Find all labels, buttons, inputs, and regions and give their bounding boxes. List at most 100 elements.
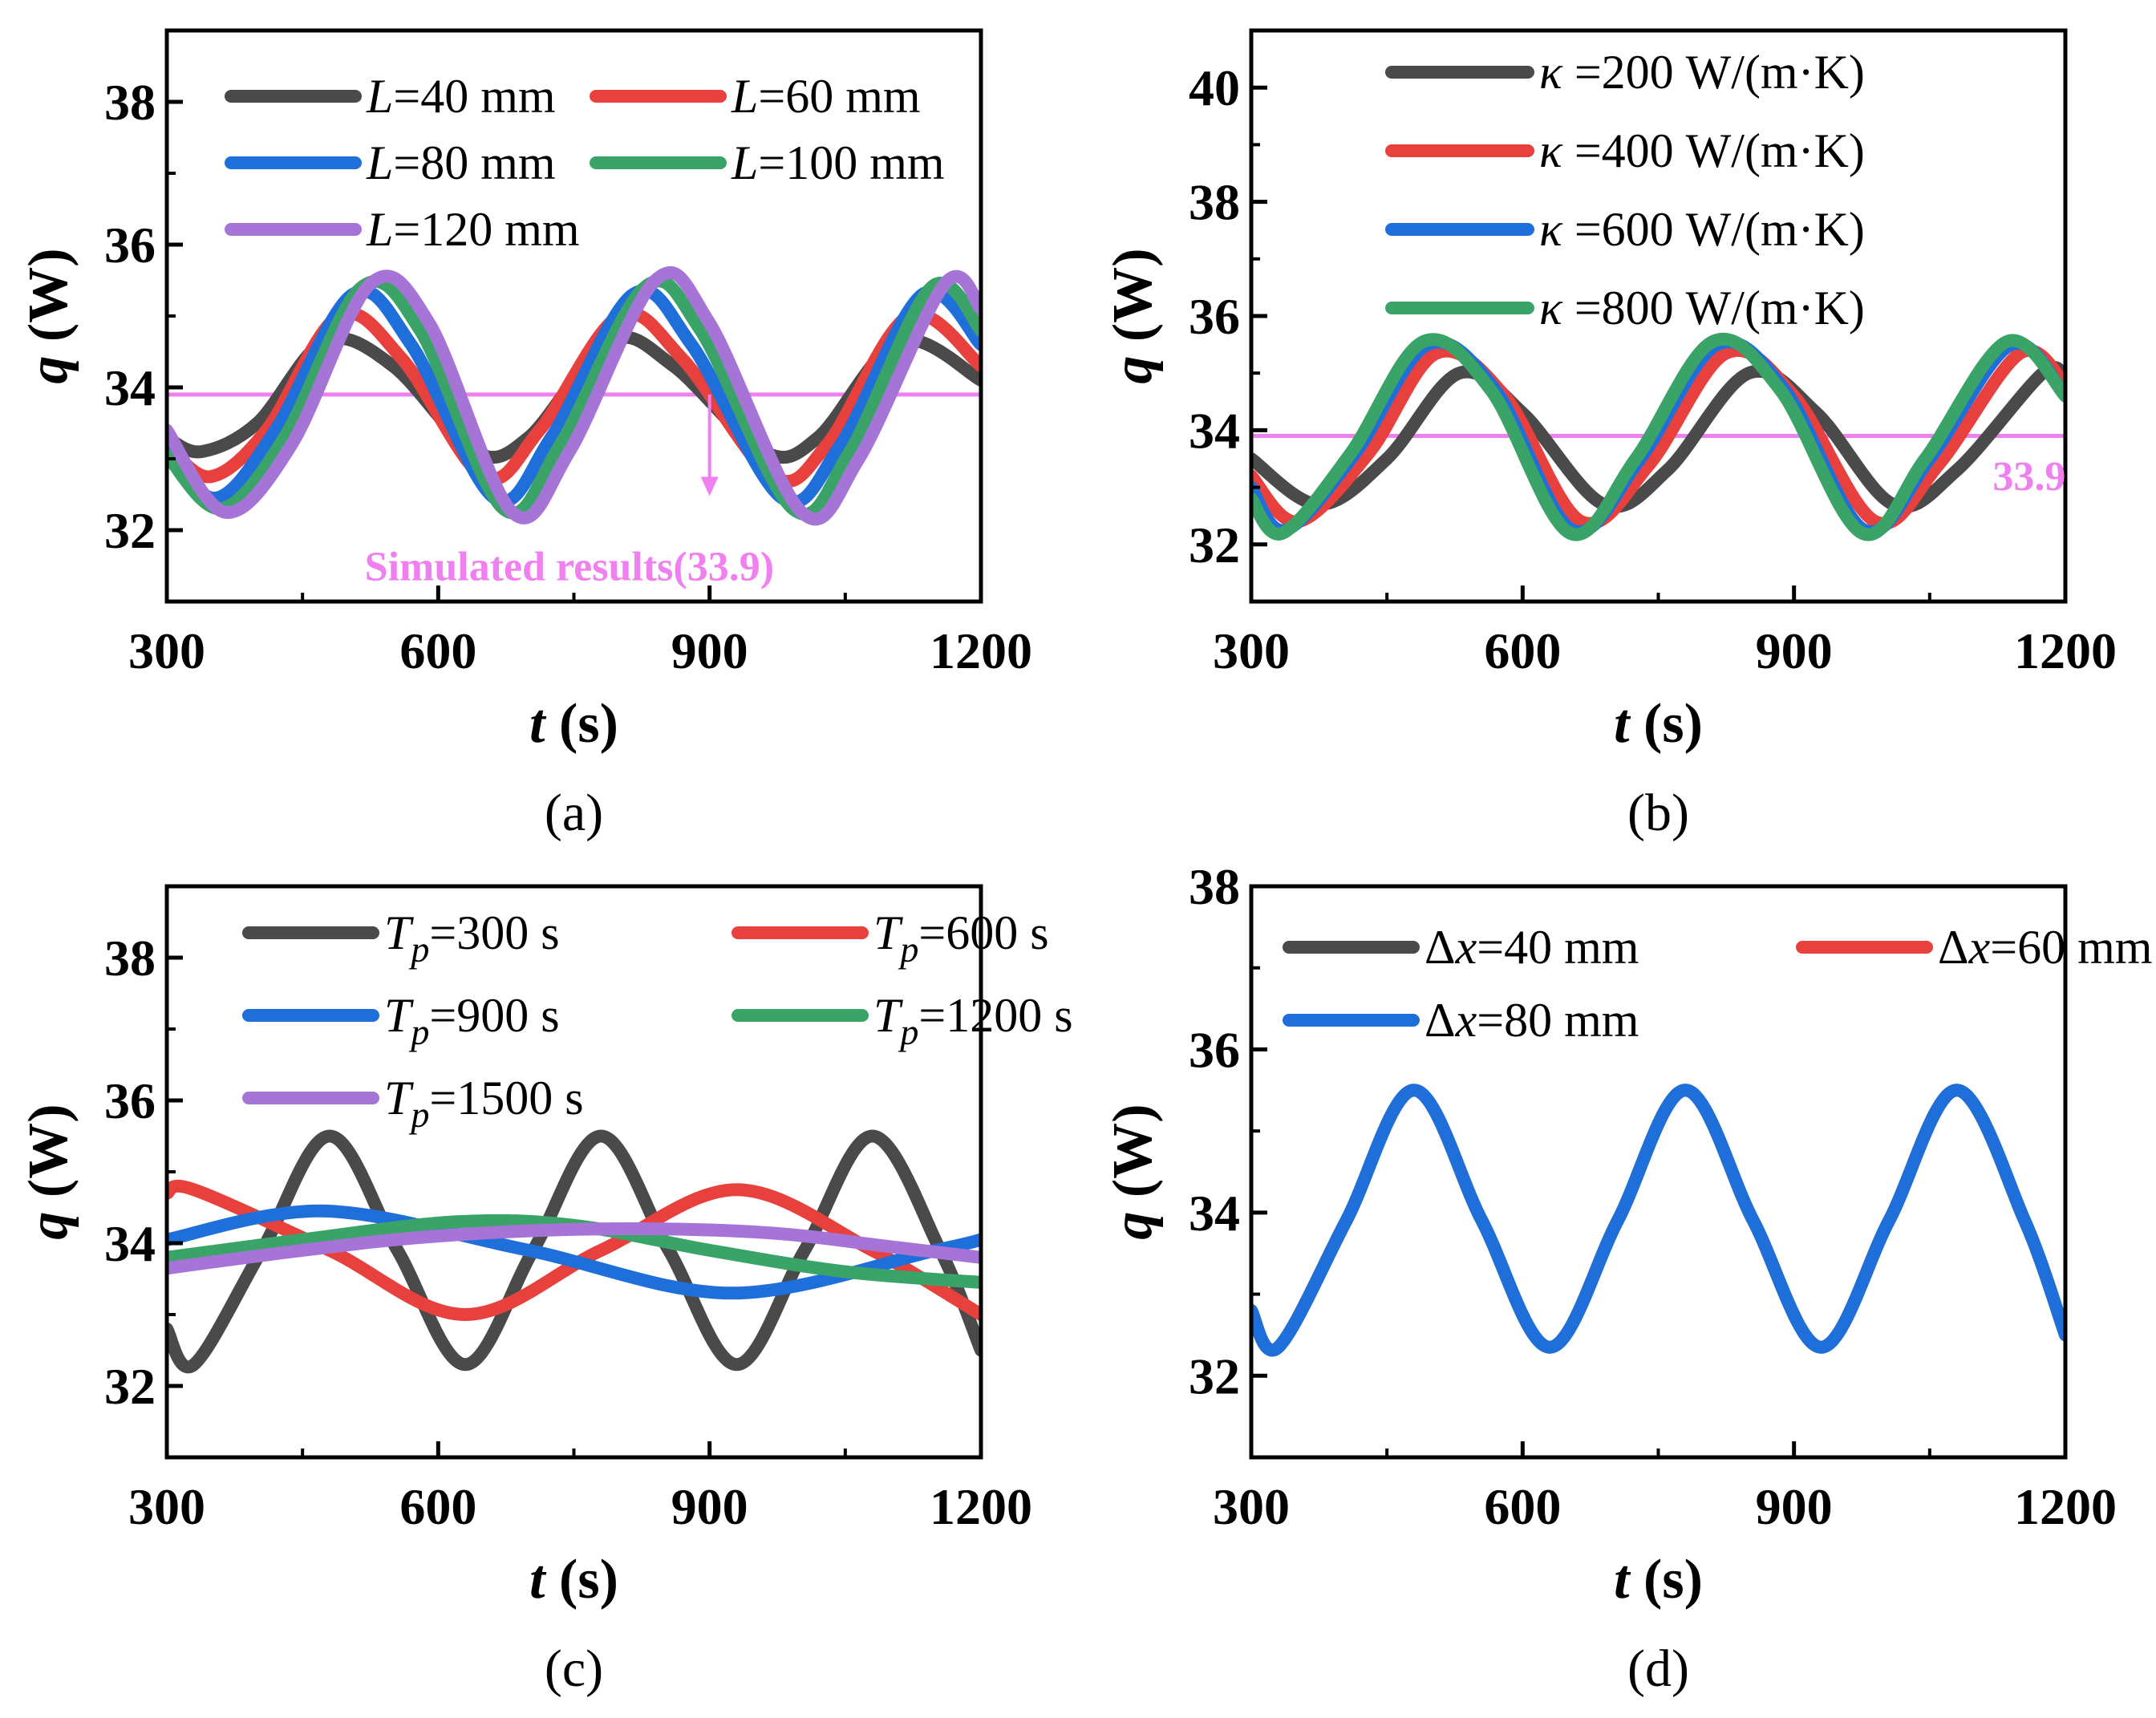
legend-text: =60 mm (758, 70, 920, 123)
y-tick-label: 34 (104, 1215, 156, 1272)
legend-var: T (873, 989, 903, 1042)
legend-var: κ (1539, 46, 1563, 99)
legend-text: =80 mm (393, 136, 555, 189)
annotation-text: 33.9 (1992, 454, 2065, 500)
legend-entry: L=40 mm (366, 70, 556, 123)
legend-var: T (384, 1072, 414, 1124)
legend-var: T (384, 989, 414, 1042)
x-tick-label: 1200 (930, 622, 1032, 679)
x-axis-unit: (s) (545, 1549, 618, 1611)
series-group (1251, 1084, 2065, 1357)
legend-var: x (1455, 921, 1477, 974)
y-axis-label: q (W) (1102, 1104, 1164, 1239)
x-tick-label: 1200 (2014, 1478, 2117, 1535)
legend-entry: Tp=600 s (873, 906, 1049, 970)
y-tick-label: 36 (1189, 1021, 1240, 1078)
x-axis-label: t (s) (1614, 1549, 1703, 1611)
x-tick-label: 300 (1213, 1478, 1290, 1535)
legend-var: κ (1539, 124, 1563, 177)
legend-text: =600 W/(m·K) (1562, 203, 1865, 256)
legend-var: L (366, 136, 393, 189)
y-tick-label: 32 (104, 502, 156, 559)
legend-text: =900 s (429, 989, 559, 1042)
legend-text: =40 mm (1477, 921, 1639, 974)
x-tick-label: 1200 (2014, 622, 2117, 679)
x-tick-label: 600 (1484, 1478, 1561, 1535)
y-axis-label: q (W) (18, 1104, 79, 1239)
legend-text: =200 W/(m·K) (1562, 46, 1865, 99)
legend-var: T (384, 906, 414, 959)
x-tick-label: 900 (1756, 622, 1833, 679)
legend: Tp=300 s Tp=600 sTp=900 s Tp=1200 sTp=1500… (242, 906, 1073, 1135)
legend-sub: p (898, 1011, 918, 1052)
legend-entry: Tp=900 s (384, 989, 560, 1052)
legend-var: x (1968, 921, 1991, 974)
legend-var: L (366, 70, 393, 123)
y-tick-label: 40 (1189, 59, 1240, 116)
y-axis-unit: (W) (18, 248, 79, 355)
x-tick-label: 600 (399, 622, 476, 679)
legend-text: =1500 s (429, 1072, 583, 1124)
y-axis-label: q (W) (18, 248, 79, 383)
y-axis-var: q (18, 356, 79, 384)
legend-var: x (1455, 994, 1477, 1047)
legend-var: κ (1539, 282, 1563, 334)
y-tick-label: 36 (104, 1072, 156, 1129)
y-tick-label: 34 (104, 359, 156, 416)
x-tick-label: 900 (671, 622, 748, 679)
x-tick-label: 300 (128, 1478, 205, 1535)
legend-entry: Δx=60 mm (1938, 921, 2152, 974)
x-axis-unit: (s) (1630, 693, 1703, 755)
y-tick-label: 32 (1189, 517, 1240, 573)
legend-entry: L=80 mm (366, 136, 556, 189)
y-axis-unit: (W) (1102, 1104, 1164, 1211)
series-line-1 (1251, 361, 2065, 513)
legend-sub: p (898, 929, 918, 970)
legend-text: =300 s (429, 906, 559, 959)
series-line-1 (167, 1129, 981, 1374)
x-tick-label: 900 (671, 1478, 748, 1535)
legend-var: κ (1539, 203, 1563, 256)
chart-panel-b: 300 600 900 1200 32 34 36 38 40 t (s) q (W) (b) κ =2… (1102, 28, 2117, 842)
legend-prefix: Δ (1424, 921, 1456, 974)
y-tick-label: 34 (1189, 1185, 1240, 1242)
series-group (167, 265, 981, 526)
legend-entry: κ =600 W/(m·K) (1539, 203, 1865, 256)
series-group (167, 1129, 981, 1374)
legend-entry: κ =800 W/(m·K) (1539, 282, 1865, 334)
legend-entry: Δx=80 mm (1424, 994, 1639, 1047)
legend-prefix: Δ (1938, 921, 1969, 974)
panel-label: (b) (1627, 784, 1689, 842)
legend-entry: L=60 mm (731, 70, 921, 123)
panel-label: (d) (1627, 1639, 1689, 1698)
x-tick-label: 600 (1484, 622, 1561, 679)
legend-text: =80 mm (1477, 994, 1639, 1047)
legend-sub: p (408, 929, 429, 970)
legend-text: =60 mm (1990, 921, 2152, 974)
legend-entry: κ =200 W/(m·K) (1539, 46, 1865, 99)
panel-label: (a) (545, 784, 603, 842)
series-line-4 (167, 274, 981, 521)
legend-text: =400 W/(m·K) (1562, 124, 1865, 177)
x-axis-unit: (s) (1630, 1549, 1703, 1611)
legend-sub: p (408, 1094, 429, 1135)
series-line-2 (1251, 343, 2065, 530)
annotation-text: Simulated results(33.9) (365, 544, 774, 590)
y-tick-label: 36 (1189, 288, 1240, 345)
legend-var: L (366, 203, 393, 256)
y-axis-unit: (W) (18, 1104, 79, 1211)
series-line-5 (167, 1222, 981, 1275)
x-tick-label: 1200 (930, 1478, 1032, 1535)
legend-text: =800 W/(m·K) (1562, 282, 1865, 334)
y-tick-label: 36 (104, 217, 156, 274)
y-tick-label: 38 (104, 930, 156, 987)
legend-entry: Tp=1500 s (384, 1072, 584, 1135)
x-tick-label: 900 (1756, 1478, 1833, 1535)
panel-label: (c) (545, 1639, 603, 1698)
series-group (1251, 332, 2065, 541)
x-axis-label: t (s) (529, 1549, 618, 1611)
legend-var: T (873, 906, 903, 959)
x-axis-var: t (1614, 693, 1631, 755)
